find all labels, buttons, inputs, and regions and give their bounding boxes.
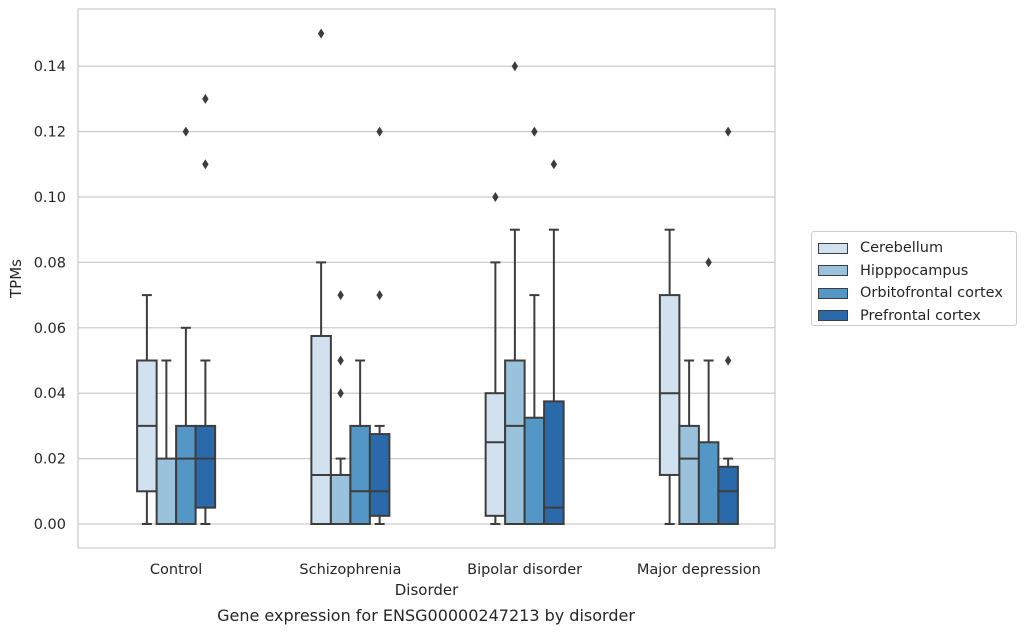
outlier-point bbox=[705, 257, 712, 268]
box-1-3 bbox=[678, 359, 700, 525]
box-2-0 bbox=[175, 126, 197, 525]
box bbox=[717, 465, 739, 525]
box bbox=[368, 433, 391, 517]
plot-frame bbox=[77, 8, 776, 549]
box bbox=[194, 424, 217, 509]
x-tick-labels: Control Schizophrenia Bipolar disorder Majo… bbox=[150, 562, 761, 578]
outlier-point bbox=[337, 388, 344, 399]
legend-item: Hipppocampus bbox=[818, 260, 1016, 283]
box-0-0 bbox=[136, 294, 158, 525]
box-3-2 bbox=[543, 159, 565, 525]
legend-label: Orbitofrontal cortex bbox=[860, 285, 1003, 302]
outlier-point bbox=[511, 61, 519, 72]
box-2-2 bbox=[523, 126, 546, 526]
box-1-0 bbox=[155, 359, 178, 526]
outlier-point bbox=[182, 126, 190, 137]
legend-item: Orbitofrontal cortex bbox=[818, 282, 1016, 305]
legend-swatch bbox=[818, 265, 848, 277]
box-0-3 bbox=[658, 228, 681, 525]
box bbox=[523, 416, 546, 526]
outlier-point bbox=[531, 126, 538, 137]
x-tick-label: Control bbox=[150, 562, 202, 578]
box bbox=[678, 424, 700, 525]
outlier-point bbox=[376, 290, 383, 301]
box-3-1 bbox=[368, 126, 391, 525]
x-axis-label: Disorder bbox=[395, 581, 459, 599]
box-plots bbox=[136, 28, 739, 526]
box bbox=[484, 392, 507, 517]
x-tick-label: Schizophrenia bbox=[299, 562, 401, 578]
outlier-point bbox=[337, 290, 344, 301]
x-tick-label: Major depression bbox=[637, 562, 761, 578]
outlier-point bbox=[202, 159, 209, 170]
y-tick-label: 0.04 bbox=[34, 386, 66, 402]
legend-swatch bbox=[818, 242, 848, 254]
box-3-3 bbox=[717, 126, 739, 525]
box bbox=[543, 400, 565, 525]
outlier-point bbox=[550, 159, 558, 170]
box bbox=[349, 424, 371, 525]
outlier-point bbox=[337, 355, 344, 366]
legend-item: Prefrontal cortex bbox=[818, 305, 1016, 328]
y-tick-label: 0.12 bbox=[34, 125, 66, 141]
y-tick-label: 0.08 bbox=[34, 255, 66, 271]
y-axis-label: TPMs bbox=[7, 259, 25, 299]
y-tick-label: 0.14 bbox=[34, 59, 66, 75]
legend-swatch bbox=[818, 287, 848, 299]
box-0-2 bbox=[484, 192, 507, 525]
legend-label: Cerebellum bbox=[860, 240, 944, 257]
outlier-point bbox=[317, 28, 325, 39]
box-2-3 bbox=[697, 257, 720, 525]
legend: Cerebellum Hipppocampus Orbitofrontal cort… bbox=[811, 231, 1017, 326]
box bbox=[329, 473, 352, 526]
outlier-point bbox=[202, 93, 209, 104]
y-tick-label: 0.10 bbox=[34, 190, 66, 206]
box-3-0 bbox=[194, 93, 217, 525]
outlier-point bbox=[724, 355, 732, 366]
box-0-1 bbox=[310, 28, 332, 525]
outlier-point bbox=[724, 126, 732, 137]
y-tick-label: 0.06 bbox=[34, 321, 66, 337]
box-1-1 bbox=[329, 290, 352, 526]
outlier-point bbox=[492, 192, 499, 202]
chart-caption: Gene expression for ENSG00000247213 by d… bbox=[217, 606, 635, 625]
y-tick-label: 0.02 bbox=[34, 452, 66, 468]
box bbox=[155, 457, 178, 526]
x-tick-label: Bipolar disorder bbox=[467, 562, 582, 578]
box bbox=[175, 424, 197, 525]
legend-label: Prefrontal cortex bbox=[860, 307, 981, 324]
box-1-2 bbox=[504, 61, 526, 525]
y-tick-label: 0.00 bbox=[34, 517, 66, 533]
legend-item: Cerebellum bbox=[818, 237, 1016, 260]
box bbox=[658, 294, 681, 476]
legend-swatch bbox=[818, 310, 848, 322]
y-tick-labels: 0.00 0.02 0.04 0.06 0.08 0.10 0.12 0.14 bbox=[34, 59, 66, 533]
box-2-1 bbox=[349, 359, 371, 525]
legend-label: Hipppocampus bbox=[860, 262, 969, 279]
box bbox=[310, 334, 332, 525]
box bbox=[504, 359, 526, 525]
box bbox=[697, 441, 720, 525]
outlier-point bbox=[376, 126, 383, 137]
